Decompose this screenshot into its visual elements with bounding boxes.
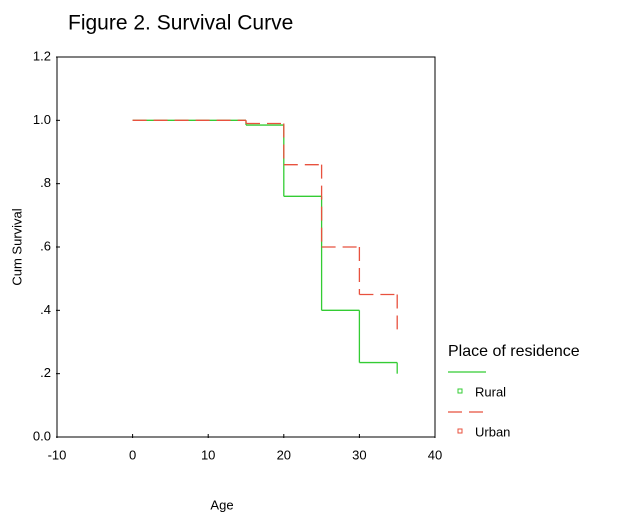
x-tick-label: 20: [277, 447, 291, 462]
x-tick-label: 10: [201, 447, 215, 462]
y-axis-label: Cum Survival: [9, 208, 24, 285]
y-tick-label: 1.2: [33, 48, 51, 63]
legend-marker: [457, 388, 463, 394]
y-tick-label: .4: [40, 302, 51, 317]
x-tick-label: -10: [48, 447, 67, 462]
legend-marker: [457, 428, 463, 434]
y-tick-label: .8: [40, 175, 51, 190]
legend-label: Urban: [475, 424, 510, 439]
y-tick-label: 1.0: [33, 112, 51, 127]
x-tick-label: 30: [352, 447, 366, 462]
y-tick-label: 0.0: [33, 428, 51, 443]
legend-label: Rural: [475, 384, 506, 399]
y-tick-label: .6: [40, 238, 51, 253]
legend-title: Place of residence: [448, 343, 580, 360]
x-tick-label: 40: [428, 447, 442, 462]
y-tick-label: .2: [40, 365, 51, 380]
chart-title: Figure 2. Survival Curve: [68, 12, 293, 35]
x-axis-label: Age: [210, 497, 233, 512]
x-tick-label: 0: [129, 447, 136, 462]
plot-frame: [56, 56, 436, 438]
